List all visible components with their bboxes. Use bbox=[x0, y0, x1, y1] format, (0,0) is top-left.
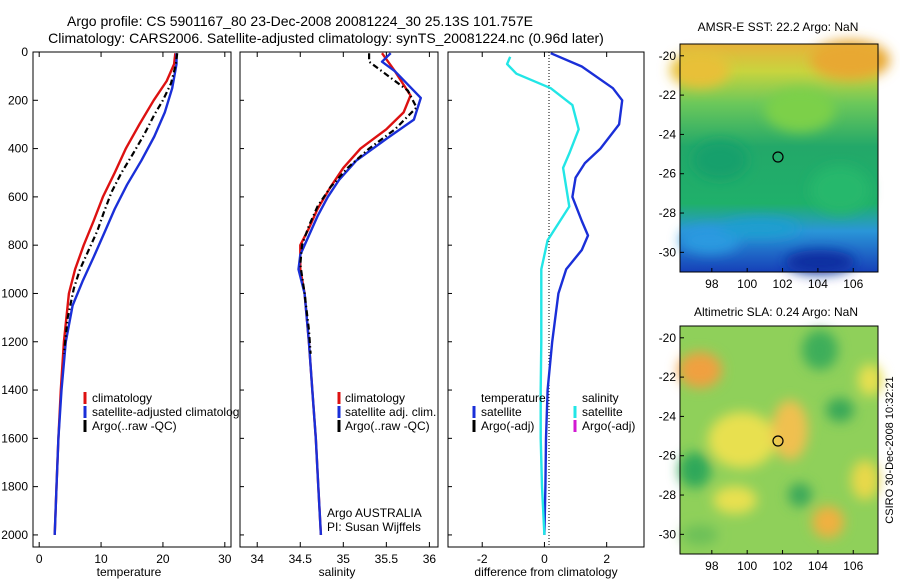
pi-label: PI: Susan Wijffels bbox=[327, 520, 421, 534]
map-ytick-label: -22 bbox=[659, 88, 677, 102]
legend-label: Argo(-adj) bbox=[481, 419, 534, 433]
sla-field-image bbox=[678, 325, 882, 555]
legend-label: satellite-adjusted climatology bbox=[92, 405, 245, 419]
temperature-xtick-label: 0 bbox=[36, 552, 43, 566]
legend-label: satellite adj. clim. bbox=[345, 405, 436, 419]
map-ytick-label: -30 bbox=[659, 245, 677, 259]
legend-label: climatology bbox=[345, 391, 405, 405]
temperature-legend: climatology satellite-adjusted climatolo… bbox=[83, 391, 245, 433]
map-xtick-label: 100 bbox=[737, 559, 757, 573]
depth-ytick-label: 1600 bbox=[1, 431, 28, 445]
legend-label: Argo(-adj) bbox=[582, 419, 635, 433]
depth-ytick-label: 600 bbox=[8, 190, 28, 204]
salinity-xtick-label: 36 bbox=[423, 552, 437, 566]
map-xtick-label: 104 bbox=[808, 559, 828, 573]
map-xtick-label: 104 bbox=[808, 277, 828, 291]
depth-ytick-label: 1000 bbox=[1, 286, 28, 300]
map-xtick-label: 100 bbox=[737, 277, 757, 291]
sla-map-title: Altimetric SLA: 0.24 Argo: NaN bbox=[694, 305, 858, 319]
argo-float-marker bbox=[772, 435, 784, 447]
depth-ytick-label: 2000 bbox=[1, 528, 28, 542]
difference-xlabel: difference from climatology bbox=[474, 565, 617, 579]
legend-label: satellite bbox=[582, 405, 623, 419]
difference-xtick-label: 0 bbox=[541, 552, 548, 566]
sst-map-title: AMSR-E SST: 22.2 Argo: NaN bbox=[698, 20, 859, 34]
argo-float-marker bbox=[772, 151, 784, 163]
salinity-legend: climatology satellite adj. clim. Argo(..… bbox=[337, 391, 436, 433]
depth-ytick-label: 200 bbox=[8, 93, 28, 107]
map-ytick-label: -24 bbox=[659, 127, 677, 141]
difference-xtick-label: -2 bbox=[477, 552, 488, 566]
salinity-xtick-label: 34.5 bbox=[289, 552, 313, 566]
legend-label: satellite bbox=[481, 405, 522, 419]
depth-ytick-label: 400 bbox=[8, 142, 28, 156]
csiro-timestamp: CSIRO 30-Dec-2008 10:32:21 bbox=[884, 376, 896, 523]
map-xtick-label: 98 bbox=[705, 277, 719, 291]
difference-panel: -2 0 2 difference from climatology tempera… bbox=[447, 51, 645, 579]
salinity-panel: 34 34.5 35 35.5 36 salinity climatology sate… bbox=[239, 51, 439, 579]
map-xtick-label: 106 bbox=[843, 277, 863, 291]
map-xtick-label: 98 bbox=[705, 559, 719, 573]
salinity-xtick-label: 35 bbox=[337, 552, 351, 566]
map-xtick-label: 102 bbox=[773, 277, 793, 291]
sst-field-image bbox=[670, 40, 890, 274]
legend-header-temperature: temperature bbox=[481, 391, 546, 405]
temperature-xtick-label: 20 bbox=[156, 552, 170, 566]
map-ytick-label: -24 bbox=[659, 409, 677, 423]
map-ytick-label: -28 bbox=[659, 488, 677, 502]
figure-title-line1: Argo profile: CS 5901167_80 23-Dec-2008 … bbox=[67, 13, 533, 29]
temperature-panel: 0 200 400 600 800 1000 1200 1400 1600 1800 2000 0 1… bbox=[1, 45, 245, 579]
argo-source-label: Argo AUSTRALIA bbox=[327, 506, 422, 520]
temperature-series-satellite-adjusted-climatology bbox=[53, 53, 178, 535]
difference-series-satellite bbox=[505, 56, 580, 535]
map-ytick-label: -20 bbox=[659, 331, 677, 345]
figure-title-line2: Climatology: CARS2006. Satellite-adjuste… bbox=[48, 30, 604, 46]
legend-label: Argo(..raw -QC) bbox=[345, 419, 430, 433]
depth-ytick-label: 800 bbox=[8, 238, 28, 252]
map-ytick-label: -26 bbox=[659, 167, 677, 181]
map-xtick-label: 102 bbox=[773, 559, 793, 573]
depth-ytick-label: 1200 bbox=[1, 335, 28, 349]
legend-label: climatology bbox=[92, 391, 152, 405]
map-ytick-label: -30 bbox=[659, 527, 677, 541]
map-ytick-label: -26 bbox=[659, 449, 677, 463]
temperature-xtick-label: 30 bbox=[218, 552, 232, 566]
temperature-series-argo-raw-qc bbox=[62, 53, 179, 354]
salinity-series-satellite-adj-clim bbox=[297, 52, 422, 535]
salinity-xtick-label: 34 bbox=[251, 552, 265, 566]
map-ytick-label: -28 bbox=[659, 206, 677, 220]
depth-ytick-label: 1800 bbox=[1, 480, 28, 494]
legend-header-salinity: salinity bbox=[582, 391, 619, 405]
sst-map-panel: AMSR-E SST: 22.2 Argo: NaN 98 100 102 104 10… bbox=[659, 20, 890, 291]
depth-ytick-label: 1400 bbox=[1, 383, 28, 397]
depth-ytick-label: 0 bbox=[21, 45, 28, 59]
difference-xtick-label: 2 bbox=[603, 552, 610, 566]
salinity-xtick-label: 35.5 bbox=[375, 552, 399, 566]
salinity-series-argo-raw-qc bbox=[299, 53, 418, 354]
legend-label: Argo(..raw -QC) bbox=[92, 419, 177, 433]
map-ytick-label: -20 bbox=[659, 49, 677, 63]
map-ytick-label: -22 bbox=[659, 370, 677, 384]
sla-map-panel: Altimetric SLA: 0.24 Argo: NaN 98 100 102 1… bbox=[659, 305, 882, 573]
temperature-xtick-label: 10 bbox=[94, 552, 108, 566]
map-xtick-label: 106 bbox=[843, 559, 863, 573]
salinity-xlabel: salinity bbox=[319, 565, 356, 579]
difference-legend: temperature satellite Argo(-adj) salinit… bbox=[472, 391, 635, 433]
difference-series-satellite bbox=[543, 52, 624, 535]
temperature-xlabel: temperature bbox=[97, 565, 162, 579]
